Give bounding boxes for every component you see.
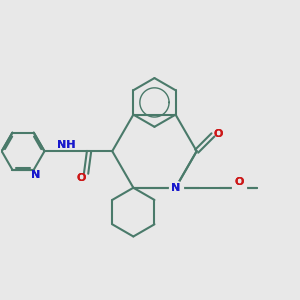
Text: NH: NH [57,140,75,150]
Text: O: O [214,129,223,139]
Text: NH: NH [57,140,75,150]
Text: O: O [235,177,244,188]
Text: O: O [214,129,223,139]
Text: O: O [77,173,86,183]
Text: O: O [77,173,86,183]
Text: N: N [171,183,180,193]
Text: N: N [31,170,40,180]
Text: N: N [31,170,40,180]
Text: O: O [235,177,244,188]
Text: N: N [171,183,180,193]
